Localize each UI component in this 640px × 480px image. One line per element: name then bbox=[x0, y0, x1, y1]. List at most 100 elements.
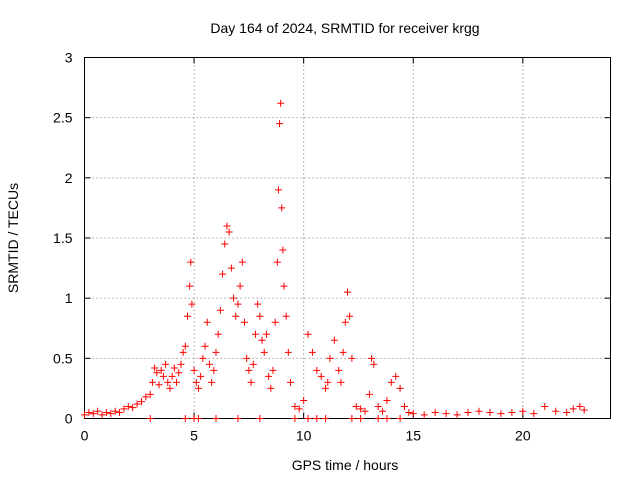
data-point bbox=[89, 410, 97, 418]
data-point bbox=[243, 354, 251, 362]
data-point bbox=[221, 240, 229, 248]
data-point bbox=[304, 415, 312, 422]
data-point bbox=[352, 402, 360, 410]
data-point bbox=[569, 405, 577, 413]
data-point bbox=[230, 294, 238, 302]
y-axis-label: SRMTID / TECUs bbox=[5, 183, 21, 293]
x-tick-label-4: 20 bbox=[515, 428, 531, 444]
data-point bbox=[280, 282, 288, 290]
data-point bbox=[576, 402, 584, 410]
data-point bbox=[194, 415, 202, 422]
data-point bbox=[274, 186, 282, 194]
data-point bbox=[173, 378, 181, 386]
data-point bbox=[552, 407, 560, 415]
data-point bbox=[102, 408, 110, 416]
data-point bbox=[563, 408, 571, 416]
data-point bbox=[214, 330, 222, 338]
data-point bbox=[420, 411, 428, 419]
data-point bbox=[234, 415, 242, 422]
x-tick-label-2: 10 bbox=[296, 428, 312, 444]
data-point bbox=[194, 384, 202, 392]
data-point bbox=[519, 407, 527, 415]
data-point bbox=[205, 360, 213, 368]
data-point bbox=[431, 408, 439, 416]
data-point bbox=[541, 402, 549, 410]
y-tick-label-5: 2.5 bbox=[53, 110, 73, 126]
data-point bbox=[251, 330, 259, 338]
data-point bbox=[370, 360, 378, 368]
data-point bbox=[210, 366, 218, 374]
x-axis-label: GPS time / hours bbox=[292, 457, 399, 473]
data-point bbox=[234, 300, 242, 308]
data-point bbox=[308, 348, 316, 356]
data-point bbox=[98, 411, 106, 419]
data-point bbox=[357, 405, 365, 413]
data-point bbox=[232, 312, 240, 320]
data-point bbox=[313, 366, 321, 374]
data-point bbox=[267, 384, 275, 392]
data-point bbox=[392, 372, 400, 380]
data-point bbox=[199, 354, 207, 362]
data-point bbox=[330, 336, 338, 344]
data-point bbox=[162, 360, 170, 368]
data-point bbox=[326, 354, 334, 362]
y-tick-label-2: 1 bbox=[65, 290, 73, 306]
data-point bbox=[181, 415, 189, 422]
data-point bbox=[262, 330, 270, 338]
data-point bbox=[190, 366, 198, 374]
data-point bbox=[236, 282, 244, 290]
data-point bbox=[157, 366, 165, 374]
data-point bbox=[133, 400, 141, 408]
data-point bbox=[148, 378, 156, 386]
data-point bbox=[175, 369, 183, 377]
data-point bbox=[409, 410, 417, 418]
data-point bbox=[271, 318, 279, 326]
data-point bbox=[278, 204, 286, 212]
data-point bbox=[300, 396, 308, 404]
data-point bbox=[277, 99, 285, 107]
data-point bbox=[254, 300, 262, 308]
data-point bbox=[258, 336, 266, 344]
data-point bbox=[530, 410, 538, 418]
data-point bbox=[120, 405, 128, 413]
data-point bbox=[187, 258, 195, 266]
data-point bbox=[273, 258, 281, 266]
data-point bbox=[317, 372, 325, 380]
data-point bbox=[227, 264, 235, 272]
data-point bbox=[357, 415, 365, 422]
grid bbox=[84, 57, 611, 419]
data-point bbox=[94, 407, 102, 415]
data-point bbox=[396, 415, 404, 422]
data-point bbox=[387, 378, 395, 386]
data-point bbox=[276, 120, 284, 128]
data-point bbox=[153, 369, 161, 377]
data-point bbox=[208, 378, 216, 386]
data-point bbox=[282, 312, 290, 320]
data-point bbox=[111, 407, 119, 415]
data-point bbox=[508, 408, 516, 416]
data-point bbox=[322, 384, 330, 392]
data-point bbox=[464, 408, 472, 416]
data-point bbox=[197, 372, 205, 380]
data-point bbox=[365, 390, 373, 398]
x-axis: 0 5 10 15 20 bbox=[81, 57, 531, 444]
data-point bbox=[245, 366, 253, 374]
data-point bbox=[192, 378, 200, 386]
data-point bbox=[337, 378, 345, 386]
data-point bbox=[249, 360, 257, 368]
data-point bbox=[400, 402, 408, 410]
data-point bbox=[335, 366, 343, 374]
data-point bbox=[475, 407, 483, 415]
data-point bbox=[383, 396, 391, 404]
data-point bbox=[85, 408, 93, 416]
data-point bbox=[168, 372, 176, 380]
data-point bbox=[284, 348, 292, 356]
data-point bbox=[339, 348, 347, 356]
data-point bbox=[486, 408, 494, 416]
data-point bbox=[159, 372, 167, 380]
data-point bbox=[142, 393, 150, 401]
y-axis: 0 0.5 1 1.5 2 2.5 3 bbox=[53, 50, 611, 427]
data-point bbox=[383, 415, 391, 422]
data-point bbox=[361, 407, 369, 415]
y-tick-label-1: 0.5 bbox=[53, 350, 73, 366]
